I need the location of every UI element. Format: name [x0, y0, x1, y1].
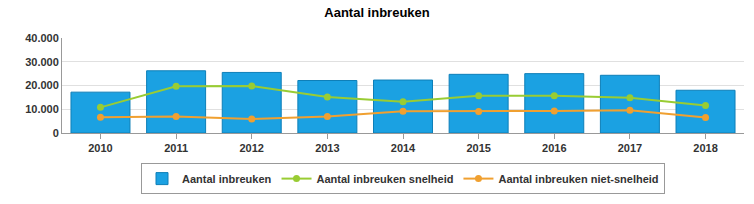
svg-text:40.000: 40.000	[25, 32, 59, 44]
svg-text:20.000: 20.000	[25, 79, 59, 91]
svg-text:Aantal inbreuken niet-snelheid: Aantal inbreuken niet-snelheid	[498, 173, 658, 185]
svg-text:2011: 2011	[164, 142, 188, 154]
svg-text:2012: 2012	[239, 142, 263, 154]
svg-text:10.000: 10.000	[25, 103, 59, 115]
svg-text:2013: 2013	[315, 142, 339, 154]
svg-text:2017: 2017	[618, 142, 642, 154]
svg-text:30.000: 30.000	[25, 56, 59, 68]
svg-text:2016: 2016	[542, 142, 566, 154]
svg-text:0: 0	[53, 127, 59, 139]
svg-text:2010: 2010	[88, 142, 112, 154]
svg-text:2018: 2018	[693, 142, 717, 154]
svg-text:2015: 2015	[466, 142, 490, 154]
svg-text:Aantal inbreuken snelheid: Aantal inbreuken snelheid	[317, 173, 454, 185]
svg-text:2014: 2014	[391, 142, 416, 154]
svg-text:Aantal inbreuken: Aantal inbreuken	[182, 173, 272, 185]
svg-text:Aantal inbreuken: Aantal inbreuken	[324, 5, 430, 20]
